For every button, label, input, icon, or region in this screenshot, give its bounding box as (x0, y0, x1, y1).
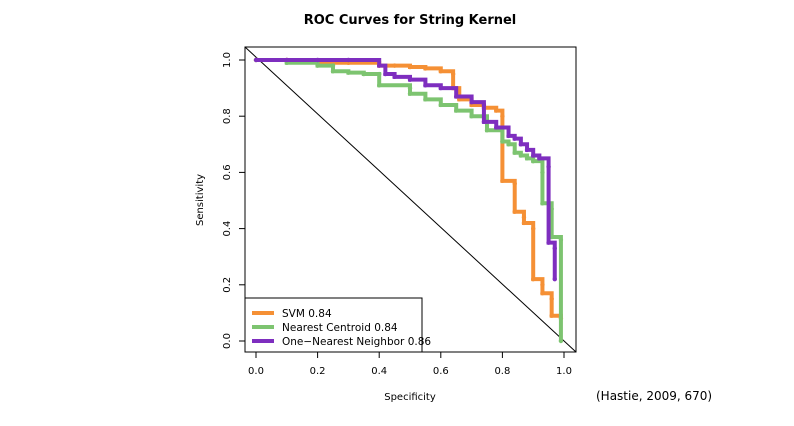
series-1-point (558, 338, 564, 344)
series-2-point (481, 119, 487, 125)
series-2-point (481, 102, 487, 108)
series-2-point (423, 83, 428, 88)
series-2-point (506, 133, 511, 139)
y-axis: 0.0 0.2 0.4 0.6 0.8 1.0 (222, 52, 246, 349)
series-0-point (450, 71, 456, 77)
series-1-point (346, 70, 351, 75)
series-2-point (546, 240, 551, 245)
y-tick-label: 0.6 (222, 164, 233, 180)
series-0-point (494, 108, 499, 113)
series-2-point (315, 57, 320, 63)
series-1-point (558, 237, 564, 243)
series-1-point (540, 170, 545, 175)
series-2-point (552, 276, 557, 282)
series-1-point (518, 153, 524, 158)
x-tick-label: 0.2 (310, 366, 326, 377)
legend-label: SVM 0.84 (282, 308, 332, 320)
series-1-point (469, 114, 474, 119)
y-axis-label: Sensitivity (195, 174, 206, 226)
series-2-point (346, 57, 351, 63)
series-1-point (506, 142, 511, 147)
series-0-point (540, 291, 545, 296)
x-tick-label: 0.4 (371, 366, 387, 377)
series-2-point (537, 156, 542, 161)
series-1-point (500, 139, 505, 144)
series-0-point (521, 220, 527, 226)
series-2-point (407, 77, 413, 82)
x-tick-label: 0.0 (248, 366, 264, 377)
x-tick-label: 0.8 (494, 366, 510, 377)
series-0-point (549, 296, 554, 302)
series-1-point (407, 91, 413, 96)
series-0-point (423, 66, 428, 71)
series-1-point (330, 63, 336, 68)
series-1-point (512, 150, 517, 155)
series-0-point (392, 63, 397, 68)
chart-title: ROC Curves for String Kernel (304, 13, 517, 28)
series-0-point (540, 282, 545, 287)
series-0-point (512, 209, 517, 214)
series-1-point (315, 63, 320, 68)
series-2-point (512, 136, 517, 141)
series-2-point (524, 147, 530, 153)
series-1-point (361, 71, 366, 77)
series-0-point (549, 313, 554, 318)
series-1-point (531, 158, 536, 164)
series-1-point (484, 128, 490, 133)
y-tick-label: 0.8 (222, 108, 233, 124)
x-axis: 0.0 0.2 0.4 0.6 0.8 1.0 (248, 351, 572, 377)
y-tick-label: 0.2 (222, 277, 233, 293)
y-tick-label: 0.4 (222, 221, 233, 237)
x-axis-label: Specificity (384, 392, 436, 403)
legend: SVM 0.84 Nearest Centroid 0.84 One−Nearest… (244, 297, 431, 353)
series-2-point (284, 57, 289, 63)
series-0-point (512, 181, 517, 186)
series-2-point (552, 246, 557, 251)
series-2-point (392, 74, 397, 80)
y-tick-label: 0.0 (222, 333, 233, 349)
series-1-point (454, 108, 459, 113)
series-2-point (383, 71, 388, 77)
series-0-point (407, 64, 413, 70)
series-0-point (531, 276, 536, 282)
series-2-point (546, 164, 551, 169)
series-2-point (454, 94, 459, 99)
citation: (Hastie, 2009, 670) (596, 389, 713, 403)
series-line-2 (256, 58, 557, 280)
series-1-point (423, 97, 428, 102)
legend-label: Nearest Centroid 0.84 (282, 322, 398, 334)
x-tick-label: 0.6 (433, 366, 449, 377)
series-1-point (438, 102, 443, 108)
series-1-point (377, 71, 382, 77)
series-2-point (494, 125, 499, 130)
series-2-point (531, 153, 536, 158)
series-1-point (377, 83, 382, 88)
series-1-point (524, 156, 530, 161)
series-group (253, 57, 564, 344)
series-0-point (500, 114, 505, 119)
legend-box (244, 297, 423, 353)
series-1-point (540, 201, 545, 206)
legend-label: One−Nearest Neighbor 0.86 (282, 336, 431, 348)
series-2-point (438, 85, 443, 91)
series-1-point (407, 85, 413, 91)
series-0-point (500, 178, 505, 184)
series-1-point (330, 69, 336, 74)
series-0-point (531, 226, 536, 231)
y-tick-label: 1.0 (222, 52, 233, 68)
series-2-point (253, 57, 259, 63)
series-0-point (521, 215, 527, 220)
series-0-point (438, 69, 443, 74)
series-2-point (518, 142, 524, 147)
reference-diagonal-line (244, 46, 577, 353)
x-tick-label: 1.0 (556, 366, 572, 377)
series-2-point (377, 63, 382, 68)
series-2-point (469, 99, 474, 105)
